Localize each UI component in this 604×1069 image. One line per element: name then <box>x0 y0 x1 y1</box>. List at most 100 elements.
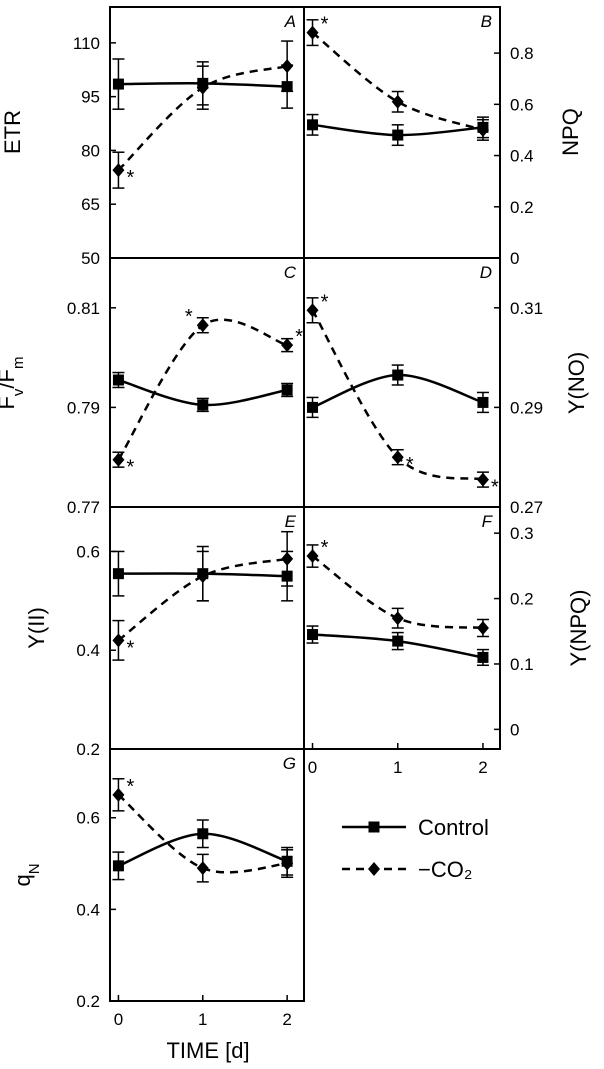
panel-e-ytick-label: 0.4 <box>76 641 100 660</box>
panel-f-xtick-label: 1 <box>393 758 402 777</box>
panel-g-minus-co2-point <box>196 861 209 876</box>
panel-a-ytick-label: 110 <box>73 34 100 53</box>
panel-a-ytick-label: 80 <box>81 141 100 160</box>
panel-d-control-point <box>392 369 404 381</box>
panel-f-ytick-label: 0 <box>510 720 519 739</box>
panel-b-ytick-label: 0 <box>510 249 519 268</box>
panel-c-minus-co2-point <box>281 338 294 353</box>
panel-d-ytick-label: 0.27 <box>510 498 543 517</box>
panel-c-significance-star: * <box>185 306 193 328</box>
panel-e-minus-co2-line <box>117 557 288 642</box>
panel-c-letter: C <box>284 263 297 282</box>
panel-d-significance-star: * <box>491 477 499 499</box>
x-axis-title: TIME [d] <box>166 1038 249 1063</box>
panel-d-ylabel: Y(NO) <box>564 352 589 414</box>
panel-b-ytick-label: 0.4 <box>510 147 534 166</box>
panel-b-minus-co2-point <box>391 94 404 109</box>
panel-c-ytick-label: 0.79 <box>67 398 100 417</box>
panel-c-minus-co2-point <box>112 452 125 467</box>
panel-f-ylabel: Y(NPQ) <box>566 590 591 667</box>
panel-g-ylabel: qN <box>10 863 43 886</box>
panel-a-ylabel: ETR <box>0 110 25 154</box>
panel-f-xtick-label: 2 <box>478 758 487 777</box>
panel-d-control-point <box>307 401 319 413</box>
panel-e-frame <box>109 506 305 750</box>
panel-e-minus-co2-point <box>112 633 125 648</box>
panel-b-minus-co2-point <box>476 122 489 137</box>
panel-e-ylabel: Y(II) <box>24 607 49 649</box>
panel-d-letter: D <box>480 263 492 282</box>
panel-g-control-point <box>112 860 124 872</box>
panel-c-control-point <box>281 384 293 396</box>
panel-g-xtick-label: 0 <box>114 1010 123 1029</box>
panel-b-minus-co2-line <box>311 31 484 132</box>
panel-b-ytick-label: 0.2 <box>510 198 534 217</box>
panel-a-ytick-label: 95 <box>81 88 100 107</box>
panel-c-ytick-label: 0.77 <box>67 498 100 517</box>
panel-g-frame <box>109 748 305 1002</box>
panel-b-ytick-label: 0.8 <box>510 44 534 63</box>
panel-c-control-point <box>112 374 124 386</box>
panel-a-minus-co2-point <box>281 59 294 74</box>
panel-d-minus-co2-point <box>476 472 489 487</box>
panel-f-significance-star: * <box>321 537 329 559</box>
panel-g-letter: G <box>283 754 296 773</box>
panel-f-xtick-label: 0 <box>308 758 317 777</box>
panel-b-ytick-label: 0.6 <box>510 95 534 114</box>
panel-g-minus-co2-point <box>112 787 125 802</box>
legend-minus-co2-marker <box>368 862 380 876</box>
panel-f-minus-co2-point <box>306 549 319 564</box>
panel-c-control-point <box>197 399 209 411</box>
panel-f-ytick-label: 0.3 <box>510 524 534 543</box>
panel-d-control-point <box>477 396 489 408</box>
panel-d-minus-co2-line <box>311 309 484 481</box>
panel-a-significance-star: * <box>127 167 135 189</box>
panel-g-ytick-label: 0.4 <box>76 900 100 919</box>
panel-g-ytick-label: 0.6 <box>76 809 100 828</box>
panel-a-minus-co2-point <box>196 80 209 95</box>
panel-c-ylabel: Fv/Fm <box>0 356 27 409</box>
panel-f-control-point <box>477 651 489 663</box>
panel-g-control-point <box>197 828 209 840</box>
panel-a-ytick-label: 65 <box>81 195 100 214</box>
panel-c-ytick-label: 0.81 <box>67 299 100 318</box>
panel-b-control-point <box>307 119 319 131</box>
panel-d-frame <box>303 257 501 508</box>
panel-c-significance-star: * <box>295 326 303 348</box>
panel-f-frame <box>303 506 501 750</box>
panel-d-ytick-label: 0.29 <box>510 398 543 417</box>
panel-e-minus-co2-point <box>281 551 294 566</box>
legend-control-marker <box>368 821 380 833</box>
panel-b-letter: B <box>481 12 492 31</box>
panel-d-minus-co2-point <box>391 450 404 465</box>
panel-a-letter: A <box>284 12 296 31</box>
legend-minus-co2-label: −CO₂ <box>418 857 472 882</box>
panel-a-frame <box>109 6 305 259</box>
panel-f-ytick-label: 0.2 <box>510 590 534 609</box>
panel-e-ytick-label: 0.6 <box>76 542 100 561</box>
panel-e-control-point <box>112 568 124 580</box>
panel-e-significance-star: * <box>127 637 135 659</box>
panel-a-ytick-label: 50 <box>81 249 100 268</box>
panel-f-minus-co2-point <box>476 621 489 635</box>
panel-f-minus-co2-point <box>391 611 404 626</box>
panel-d-significance-star: * <box>406 454 414 476</box>
panel-d-significance-star: * <box>321 291 329 313</box>
panel-b-control-point <box>392 129 404 141</box>
panel-e-minus-co2-point <box>196 569 209 584</box>
panel-e-letter: E <box>285 512 297 531</box>
panel-g-significance-star: * <box>127 776 135 798</box>
panel-g-xtick-label: 2 <box>282 1010 291 1029</box>
panel-d-ytick-label: 0.31 <box>510 299 543 318</box>
panel-f-letter: F <box>482 512 494 531</box>
panel-f-ytick-label: 0.1 <box>510 655 534 674</box>
panel-g-ytick-label: 0.2 <box>76 992 100 1011</box>
panel-c-minus-co2-point <box>196 318 209 333</box>
legend-control-label: Control <box>418 815 489 840</box>
panel-f-control-point <box>392 635 404 647</box>
panel-e-ytick-label: 0.2 <box>76 740 100 759</box>
panel-b-significance-star: * <box>321 14 329 36</box>
panel-c-frame <box>109 257 305 508</box>
panel-b-ylabel: NPQ <box>558 108 583 156</box>
